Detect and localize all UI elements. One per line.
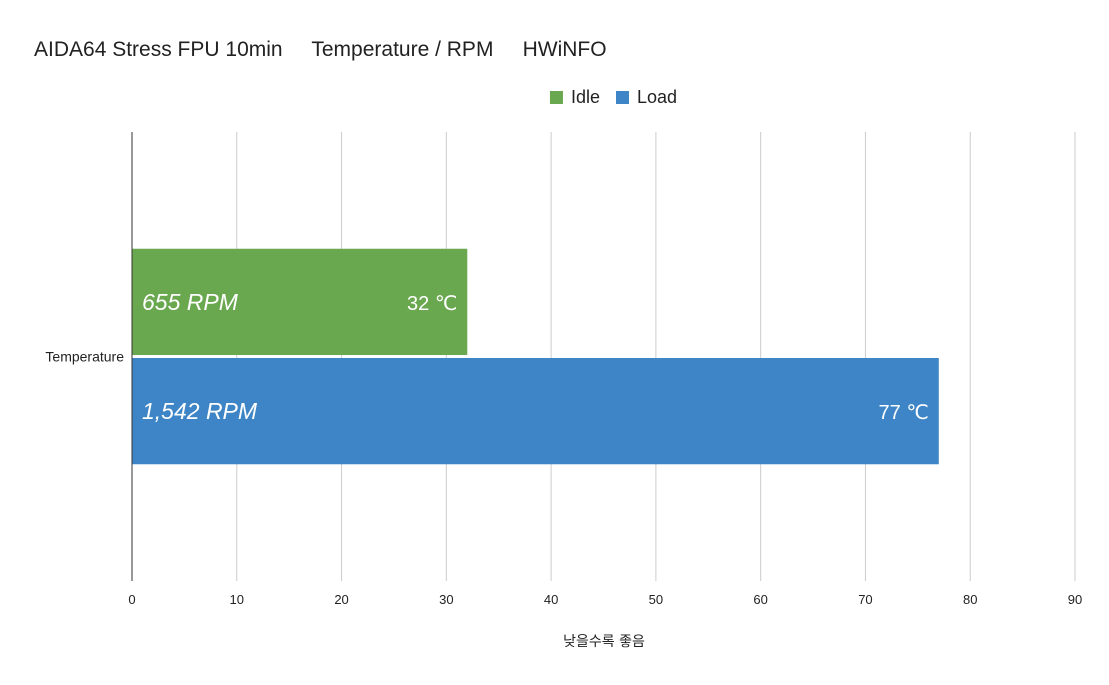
legend-item-load: Load — [615, 87, 677, 107]
legend-swatch — [549, 91, 563, 104]
bar-rpm-label: 1,542 RPM — [142, 398, 258, 424]
legend-label: Load — [637, 87, 677, 107]
x-tick-label: 70 — [858, 592, 872, 607]
x-tick-label: 60 — [753, 592, 767, 607]
chart-title: AIDA64 Stress FPU 10min Temperature / RP… — [34, 38, 607, 61]
x-axis-label: 낮을수록 좋음 — [563, 634, 645, 650]
x-tick-label: 80 — [963, 592, 977, 607]
x-tick-label: 50 — [649, 592, 663, 607]
bar-load — [132, 358, 939, 465]
x-axis-ticks: 0 10 20 30 40 50 60 70 80 90 — [128, 592, 1082, 607]
x-tick-label: 0 — [128, 592, 135, 607]
legend-label: Idle — [571, 87, 600, 107]
x-tick-label: 40 — [544, 592, 558, 607]
legend-swatch — [615, 91, 629, 104]
bar-rpm-label: 655 RPM — [142, 289, 239, 315]
gridlines — [236, 132, 1076, 581]
legend-item-idle: Idle — [549, 87, 600, 107]
legend: Idle Load — [549, 87, 677, 107]
y-axis-categories: Temperature — [45, 349, 124, 365]
bars: 655 RPM 32 ℃ 1,542 RPM 77 ℃ — [132, 248, 939, 465]
bar-idle — [132, 248, 468, 355]
x-tick-label: 30 — [439, 592, 453, 607]
x-tick-label: 90 — [1068, 592, 1082, 607]
x-tick-label: 10 — [230, 592, 244, 607]
bar-value-label: 32 ℃ — [407, 293, 457, 315]
y-category-label: Temperature — [45, 349, 124, 365]
x-tick-label: 20 — [334, 592, 348, 607]
bar-value-label: 77 ℃ — [879, 402, 929, 424]
